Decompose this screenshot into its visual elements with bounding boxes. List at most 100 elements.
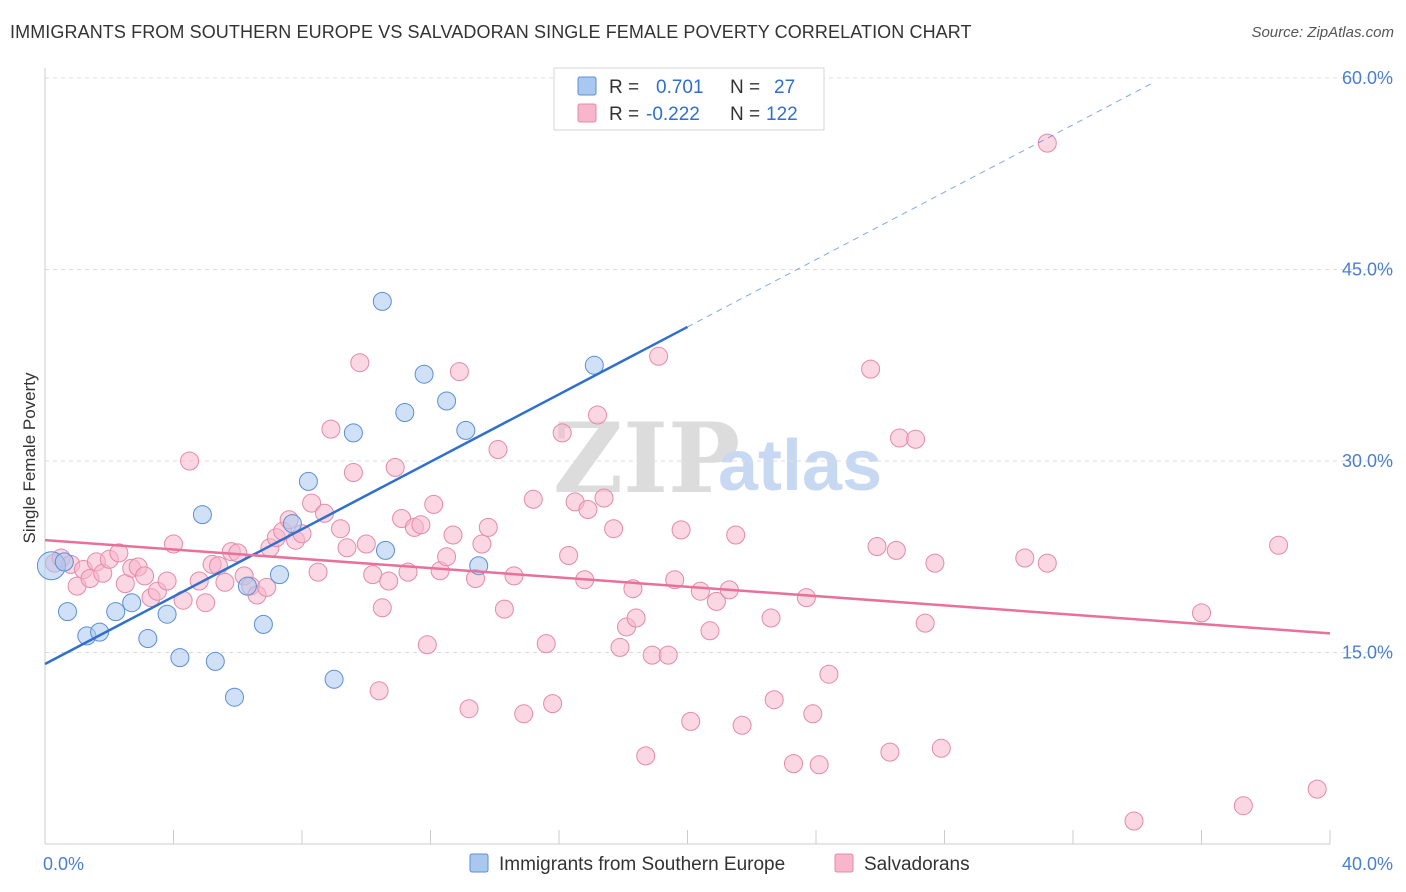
- point-salvadorans: [588, 405, 607, 425]
- legend-n-label: N =: [730, 77, 760, 98]
- trend-line-immigrants: [44, 325, 689, 666]
- point-salvadorans: [552, 423, 572, 443]
- point-salvadorans: [803, 704, 823, 724]
- point-salvadorans: [658, 645, 678, 665]
- point-salvadorans: [626, 608, 646, 628]
- point-immigrants: [324, 669, 344, 689]
- point-immigrants: [298, 471, 318, 491]
- point-immigrants: [54, 552, 74, 572]
- point-immigrants: [157, 604, 177, 624]
- point-salvadorans: [1269, 535, 1289, 555]
- point-salvadorans: [706, 591, 726, 611]
- point-immigrants: [253, 614, 273, 634]
- legend-r-label: R =: [609, 77, 639, 98]
- point-salvadorans: [459, 699, 479, 719]
- point-immigrants: [282, 514, 302, 534]
- data-points: [36, 133, 1327, 831]
- point-immigrants: [237, 576, 257, 596]
- point-salvadorans: [726, 525, 746, 545]
- point-salvadorans: [331, 519, 350, 539]
- axes: [44, 68, 1331, 845]
- point-salvadorans: [372, 598, 392, 618]
- point-immigrants: [170, 648, 190, 668]
- x-tick-label: 40.0%: [1342, 854, 1393, 874]
- series-legend-swatch-salvadorans: [834, 853, 854, 873]
- y-tick-label: 45.0%: [1342, 260, 1393, 280]
- series-legend: Immigrants from Southern Europe Salvador…: [469, 853, 970, 875]
- point-salvadorans: [543, 694, 563, 714]
- correlation-legend: R = 0.701 N = 27 R = -0.222 N = 122: [553, 67, 825, 131]
- point-salvadorans: [494, 599, 514, 619]
- point-salvadorans: [157, 571, 177, 591]
- y-axis-title: Single Female Poverty: [20, 372, 39, 544]
- point-immigrants: [395, 403, 415, 422]
- point-salvadorans: [925, 553, 945, 573]
- point-salvadorans: [443, 525, 463, 545]
- point-immigrants: [414, 364, 434, 384]
- point-salvadorans: [424, 494, 444, 514]
- watermark-zip: ZIP: [553, 402, 740, 515]
- point-salvadorans: [343, 463, 363, 482]
- point-salvadorans: [337, 538, 357, 558]
- point-salvadorans: [915, 613, 935, 633]
- point-salvadorans: [610, 637, 630, 657]
- point-salvadorans: [665, 570, 685, 590]
- point-salvadorans: [215, 572, 235, 592]
- series-legend-label-salvadorans: Salvadorans: [864, 854, 970, 875]
- trend-line-salvadorans: [44, 538, 1331, 635]
- x-tick-label: 0.0%: [43, 854, 84, 874]
- point-salvadorans: [1037, 553, 1057, 573]
- point-salvadorans: [796, 588, 816, 608]
- point-salvadorans: [350, 353, 370, 373]
- point-salvadorans: [867, 537, 887, 556]
- point-salvadorans: [809, 755, 829, 775]
- point-salvadorans: [379, 571, 399, 591]
- point-salvadorans: [180, 451, 200, 471]
- watermark: ZIP atlas: [553, 402, 882, 515]
- point-salvadorans: [578, 500, 598, 519]
- point-salvadorans: [109, 543, 129, 563]
- point-salvadorans: [764, 690, 784, 710]
- point-immigrants: [584, 355, 604, 375]
- point-salvadorans: [861, 359, 881, 379]
- point-salvadorans: [681, 711, 701, 731]
- point-immigrants: [376, 540, 395, 560]
- point-salvadorans: [906, 429, 926, 449]
- point-salvadorans: [1015, 548, 1035, 568]
- point-salvadorans: [472, 534, 492, 554]
- point-immigrants: [192, 505, 212, 525]
- legend-n-value: 122: [766, 104, 798, 125]
- chart-source: Source: ZipAtlas.com: [1251, 24, 1394, 41]
- y-tick-label: 60.0%: [1342, 68, 1393, 88]
- point-salvadorans: [1233, 796, 1253, 816]
- point-salvadorans: [411, 515, 431, 535]
- point-salvadorans: [196, 593, 216, 613]
- point-salvadorans: [449, 362, 469, 382]
- point-salvadorans: [636, 746, 656, 766]
- point-salvadorans: [761, 608, 781, 628]
- point-salvadorans: [1124, 811, 1144, 831]
- point-immigrants: [106, 602, 126, 622]
- point-salvadorans: [732, 715, 752, 735]
- point-salvadorans: [642, 645, 662, 665]
- point-immigrants: [138, 629, 158, 648]
- point-salvadorans: [536, 634, 556, 654]
- point-salvadorans: [321, 419, 341, 439]
- point-salvadorans: [890, 428, 909, 448]
- point-salvadorans: [523, 489, 543, 509]
- point-salvadorans: [257, 577, 277, 597]
- point-salvadorans: [363, 565, 383, 585]
- point-salvadorans: [700, 621, 720, 641]
- series-legend-swatch-immigrants: [469, 853, 489, 873]
- point-salvadorans: [437, 547, 457, 567]
- point-salvadorans: [385, 457, 405, 477]
- point-immigrants: [372, 291, 392, 311]
- legend-r-label: R =: [609, 104, 639, 125]
- point-salvadorans: [784, 754, 803, 774]
- legend-swatch-salvadorans: [577, 103, 597, 123]
- point-salvadorans: [478, 517, 498, 537]
- point-salvadorans: [135, 566, 155, 586]
- point-salvadorans: [604, 519, 624, 539]
- grid-lines: [45, 77, 1392, 653]
